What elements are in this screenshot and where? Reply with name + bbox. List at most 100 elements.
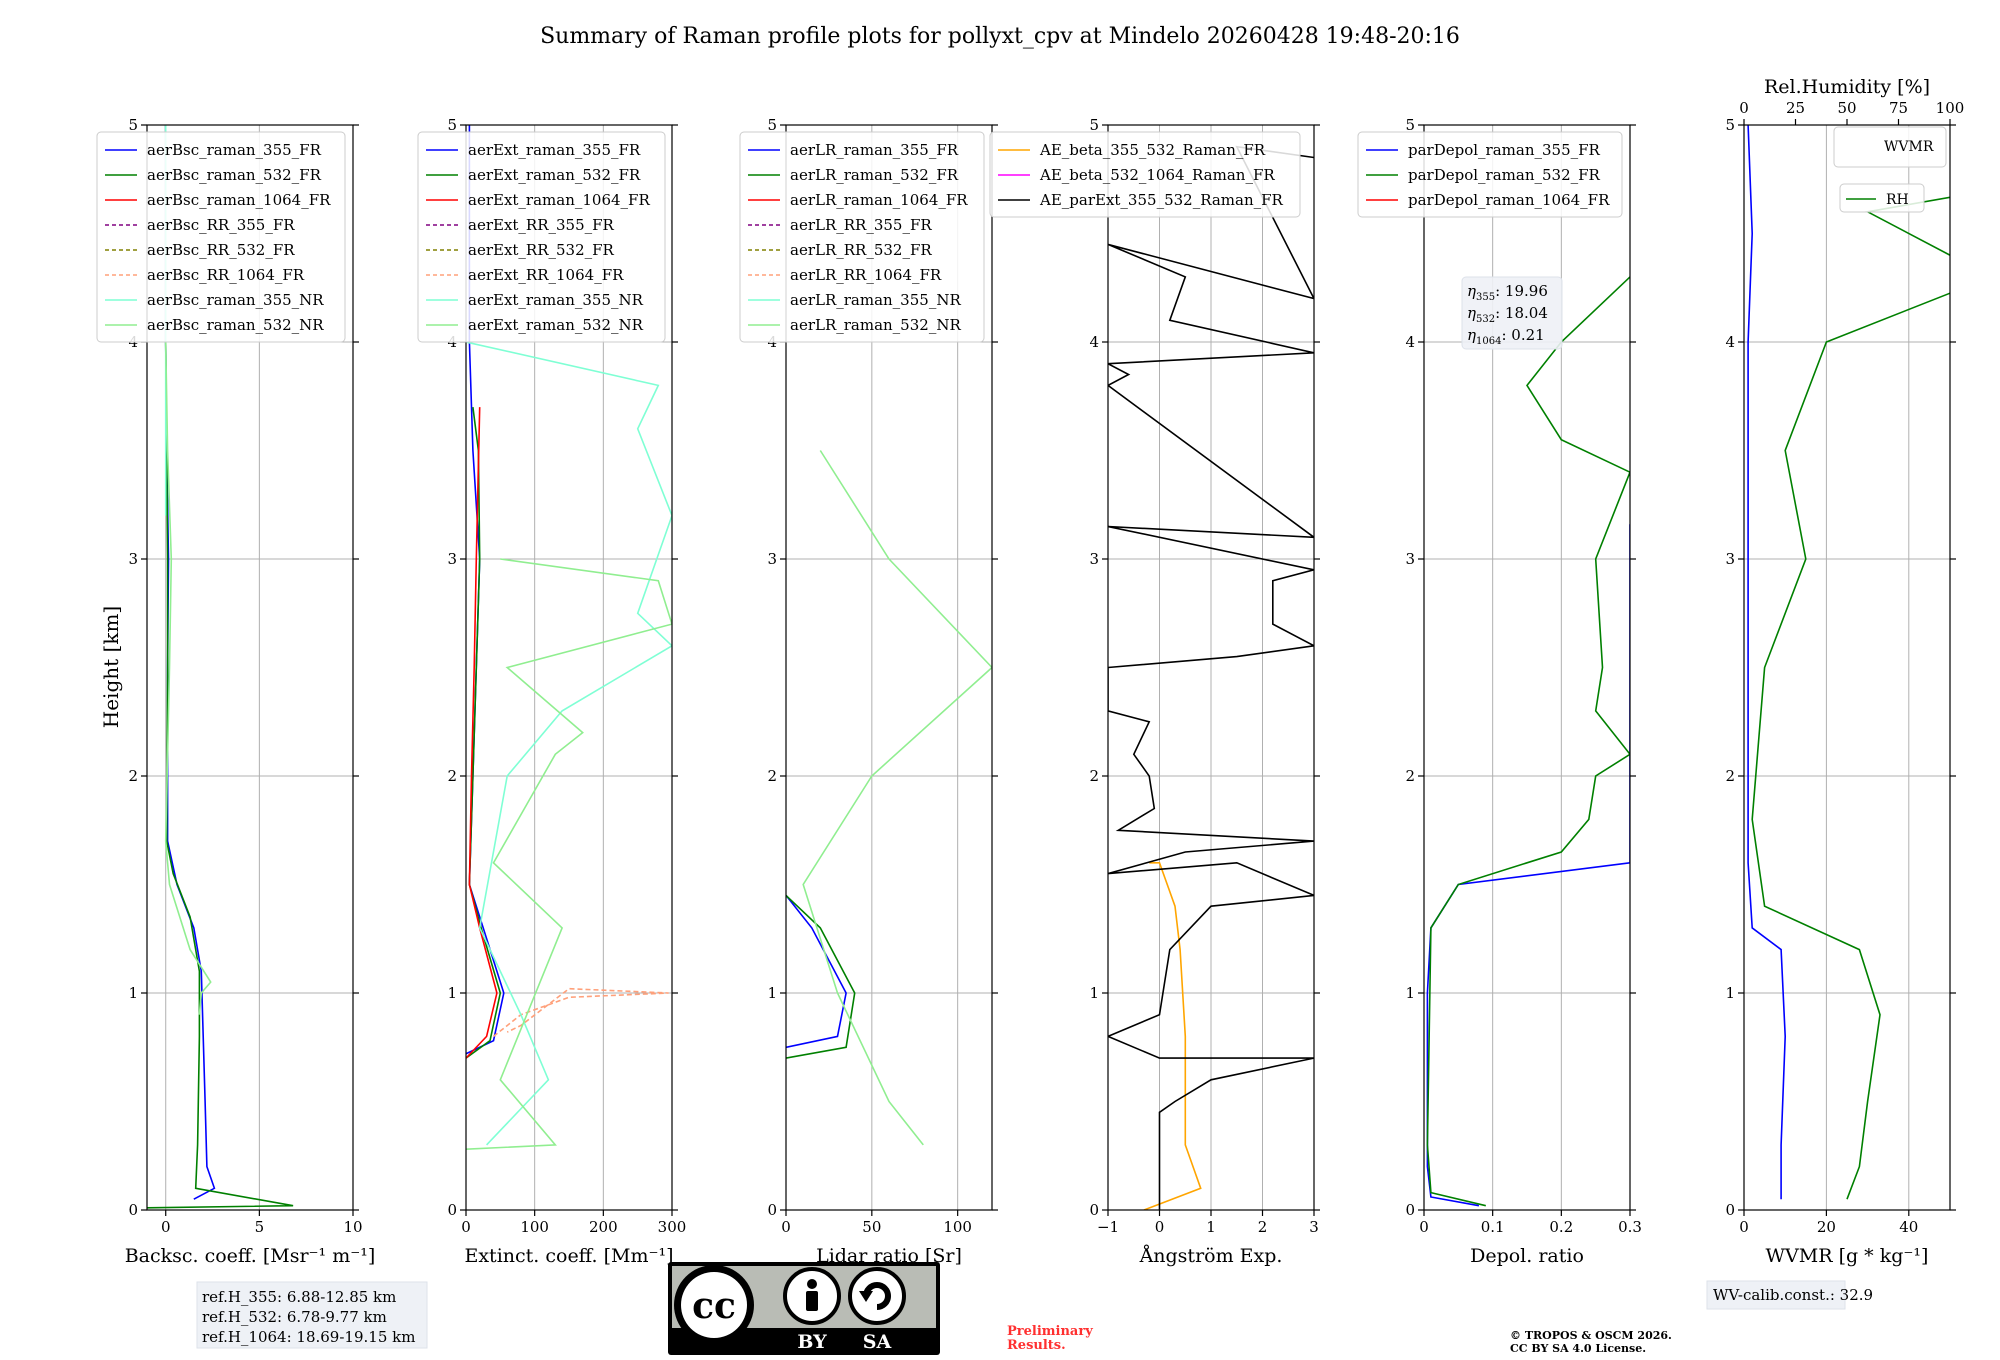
legend-box-wvmr bbox=[1833, 126, 1947, 168]
ref-height-355: ref.H_355: 6.88-12.85 km bbox=[202, 1288, 396, 1306]
y-tick-label: 4 bbox=[1089, 333, 1099, 351]
x-tick-label: 100 bbox=[943, 1218, 972, 1236]
y-tick-label: 3 bbox=[767, 550, 777, 568]
series-line-aerlr-raman-532-nr bbox=[802, 450, 992, 1146]
cc-logo-text: cc bbox=[692, 1285, 736, 1327]
x-tick-label: 0 bbox=[1419, 1218, 1429, 1236]
figure-title: Summary of Raman profile plots for polly… bbox=[540, 24, 1460, 49]
legend-entry: aerLR_RR_1064_FR bbox=[790, 266, 942, 284]
x-tick-label: 0 bbox=[461, 1218, 471, 1236]
x-tick-label: 40 bbox=[1899, 1218, 1918, 1236]
ref-height-532: ref.H_532: 6.78-9.77 km bbox=[202, 1308, 387, 1326]
x-axis-label: Ångström Exp. bbox=[1139, 1245, 1283, 1267]
depol-annotation-line: η1064: 0.21 bbox=[1467, 326, 1545, 347]
x-tick-label: 5 bbox=[255, 1218, 265, 1236]
by-person-head bbox=[807, 1279, 817, 1289]
legend-entry: AE_parExt_355_532_Raman_FR bbox=[1039, 191, 1284, 209]
by-label: BY bbox=[797, 1331, 827, 1353]
series-line-aerbsc-raman-532-nr bbox=[164, 341, 212, 1015]
y-tick-label: 1 bbox=[128, 984, 138, 1002]
legend-box bbox=[1357, 131, 1623, 218]
series-group bbox=[147, 125, 294, 1209]
depol-annotation-box bbox=[1461, 276, 1563, 350]
x-tick-label: 0 bbox=[1739, 1218, 1749, 1236]
series-line-aerlr-raman-532-fr bbox=[786, 894, 856, 1059]
sa-share-arc bbox=[863, 1282, 891, 1310]
legend-entry: aerBsc_raman_532_NR bbox=[147, 316, 324, 334]
y-tick-label: 2 bbox=[447, 767, 457, 785]
panel-lidar_ratio: 050100012345Lidar ratio [Sr]aerLR_raman_… bbox=[739, 116, 998, 1267]
sa-label: SA bbox=[863, 1331, 892, 1353]
y-tick-label: 0 bbox=[1405, 1201, 1415, 1219]
x-tick-label: 0 bbox=[781, 1218, 791, 1236]
legend-box-rh bbox=[1839, 183, 1925, 213]
y-tick-label: 5 bbox=[1089, 116, 1099, 134]
wv-calib-constant: WV-calib.const.: 32.9 bbox=[1713, 1286, 1873, 1304]
x-tick-label: 0.2 bbox=[1549, 1218, 1573, 1236]
y-tick-label: 2 bbox=[1405, 767, 1415, 785]
x-axis-label: WVMR [g * kg⁻¹] bbox=[1766, 1245, 1929, 1267]
x-axis-label: Backsc. coeff. [Msr⁻¹ m⁻¹] bbox=[125, 1245, 376, 1267]
ref-height-1064: ref.H_1064: 18.69-19.15 km bbox=[202, 1328, 415, 1346]
series-line-aerext-raman-532-nr bbox=[466, 558, 672, 1150]
series-group bbox=[1108, 145, 1314, 1210]
reference-heights-box: ref.H_355: 6.88-12.85 km ref.H_532: 6.78… bbox=[196, 1281, 428, 1349]
y-tick-label: 5 bbox=[1725, 116, 1735, 134]
legend-entry: aerBsc_RR_532_FR bbox=[147, 241, 295, 259]
legend-entry: aerExt_raman_532_FR bbox=[468, 166, 641, 184]
y-tick-label: 2 bbox=[128, 767, 138, 785]
y-tick-label: 5 bbox=[128, 116, 138, 134]
series-line-aerext-raman-1064-fr bbox=[466, 407, 498, 1059]
series-line-wvmr bbox=[1747, 125, 1787, 1200]
y-tick-label: 2 bbox=[1725, 767, 1735, 785]
by-person-body bbox=[806, 1291, 818, 1311]
legend-entry: AE_beta_532_1064_Raman_FR bbox=[1039, 166, 1275, 184]
panel-backscatter: 0510012345Backsc. coeff. [Msr⁻¹ m⁻¹]aerB… bbox=[96, 116, 376, 1267]
panel-frame bbox=[1743, 124, 1951, 1211]
legend-entry: aerBsc_raman_1064_FR bbox=[147, 191, 331, 209]
x-tick-label: 0 bbox=[1155, 1218, 1165, 1236]
x-axis-label: Extinct. coeff. [Mm⁻¹] bbox=[464, 1245, 673, 1267]
y-tick-label: 3 bbox=[447, 550, 457, 568]
legend-entry: aerExt_RR_532_FR bbox=[468, 241, 615, 259]
y-tick-label: 5 bbox=[447, 116, 457, 134]
panel-frame bbox=[146, 124, 354, 1211]
panel-extinction: 0100200300012345Extinct. coeff. [Mm⁻¹]ae… bbox=[417, 116, 686, 1267]
series-group bbox=[466, 125, 672, 1150]
panel-frame bbox=[785, 124, 993, 1211]
y-tick-label: 3 bbox=[128, 550, 138, 568]
y-tick-label: 3 bbox=[1725, 550, 1735, 568]
x-tick-label: 200 bbox=[589, 1218, 618, 1236]
preliminary-label-line1: Preliminary bbox=[1007, 1324, 1093, 1339]
legend-entry: AE_beta_355_532_Raman_FR bbox=[1039, 141, 1266, 159]
x-axis-label: Depol. ratio bbox=[1470, 1245, 1584, 1267]
series-group bbox=[1747, 125, 1950, 1200]
eta-subscript: 532 bbox=[1476, 314, 1495, 325]
top-x-tick-label: 75 bbox=[1889, 99, 1908, 117]
panel-frame bbox=[465, 124, 673, 1211]
depol-annotation-line: η355: 19.96 bbox=[1467, 282, 1548, 303]
eta-symbol: η bbox=[1467, 282, 1476, 300]
top-x-tick-label: 25 bbox=[1786, 99, 1805, 117]
legend-entry: aerBsc_raman_355_FR bbox=[147, 141, 322, 159]
x-tick-label: 1 bbox=[1206, 1218, 1216, 1236]
y-axis-label: Height [km] bbox=[99, 606, 123, 728]
x-tick-label: 10 bbox=[343, 1218, 362, 1236]
legend-box bbox=[739, 131, 985, 343]
legend-entry: aerLR_raman_532_FR bbox=[790, 166, 959, 184]
series-line-aerext-raman-355-nr bbox=[466, 341, 672, 1146]
y-tick-label: 2 bbox=[767, 767, 777, 785]
y-tick-label: 0 bbox=[1725, 1201, 1735, 1219]
x-tick-label: 100 bbox=[520, 1218, 549, 1236]
x-tick-label: 20 bbox=[1817, 1218, 1836, 1236]
top-x-axis-label: Rel.Humidity [%] bbox=[1764, 76, 1930, 98]
y-tick-label: 0 bbox=[128, 1201, 138, 1219]
series-line-rh bbox=[1751, 196, 1950, 1200]
legend-box bbox=[96, 131, 346, 343]
legend-entry: aerLR_raman_355_FR bbox=[790, 141, 959, 159]
y-tick-label: 4 bbox=[1405, 333, 1415, 351]
reference-heights-background bbox=[196, 1281, 428, 1349]
x-tick-label: 2 bbox=[1258, 1218, 1268, 1236]
cc-license-badge[interactable]: cc BY SA bbox=[668, 1262, 940, 1355]
